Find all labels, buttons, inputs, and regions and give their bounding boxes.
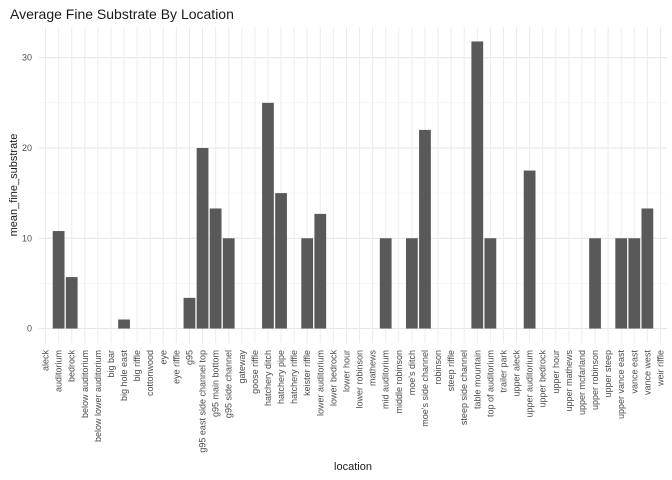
y-tick-label: 0 <box>27 324 32 334</box>
x-tick-label: lower auditorium <box>315 350 325 416</box>
x-tick-label: big riffle <box>132 350 142 381</box>
bar-29 <box>405 238 418 329</box>
x-tick-label: gateway <box>237 350 247 384</box>
x-tick-label: hatchery ditch <box>263 350 273 406</box>
x-tick-label: keister riffle <box>302 350 312 396</box>
x-tick-label: table mountain <box>472 350 482 409</box>
x-tick-label: g95 east side channel top <box>198 350 208 453</box>
x-tick-label: lower robinson <box>355 350 365 409</box>
x-tick-label: bedrock <box>67 350 77 383</box>
x-tick-label: moe's ditch <box>407 350 417 395</box>
bar-7 <box>118 319 130 329</box>
chart-title: Average Fine Substrate By Location <box>10 6 234 22</box>
x-axis-title: location <box>334 461 372 473</box>
x-tick-label: vance east <box>629 350 639 394</box>
bar-2 <box>52 231 65 329</box>
bar-19 <box>275 193 287 329</box>
bar-12 <box>183 297 196 329</box>
bar-3 <box>65 277 78 329</box>
y-axis-title: mean_fine_substrate <box>8 134 20 237</box>
x-tick-label: upper mathews <box>564 350 574 412</box>
bar-45 <box>615 238 628 329</box>
bar-35 <box>484 238 497 329</box>
x-tick-label: big bar <box>106 350 116 378</box>
y-tick-label: 30 <box>22 53 32 63</box>
bar-43 <box>589 238 601 329</box>
x-tick-label: g95 <box>184 350 194 365</box>
x-tick-label: cottonwood <box>145 350 155 396</box>
x-tick-label: hatchery riffle <box>289 350 299 404</box>
x-tick-label: robinson <box>433 350 443 385</box>
bar-21 <box>301 238 314 329</box>
bar-14 <box>209 208 222 329</box>
x-tick-label: lower bedrock <box>328 350 338 407</box>
x-tick-label: below auditorium <box>80 350 90 418</box>
x-tick-label: g95 main bottom <box>211 350 221 417</box>
x-tick-label: big hole east <box>119 350 129 402</box>
x-tick-label: upper mcfarland <box>577 350 587 415</box>
x-tick-label: steep riffle <box>446 350 456 391</box>
bar-34 <box>471 41 484 329</box>
x-tick-label: upper bedrock <box>538 350 548 408</box>
x-tick-label: steep side channel <box>459 350 469 425</box>
bar-46 <box>628 238 641 329</box>
x-tick-label: middle robinson <box>394 350 404 414</box>
x-tick-label: g95 side channel <box>224 350 234 418</box>
x-tick-label: upper auditorium <box>525 350 535 418</box>
x-tick-label: upper robinson <box>590 350 600 410</box>
x-tick-label: trailer park <box>498 350 508 393</box>
bar-27 <box>379 238 392 329</box>
bar-22 <box>314 213 327 329</box>
x-tick-label: auditorium <box>54 350 64 392</box>
bar-18 <box>262 102 274 329</box>
x-tick-label: goose riffle <box>250 350 260 394</box>
x-tick-label: eye riffle <box>171 350 181 384</box>
x-tick-label: weir riffle <box>655 350 665 387</box>
y-tick-label: 20 <box>22 143 32 153</box>
x-tick-label: eye <box>158 350 168 365</box>
bar-38 <box>523 170 536 329</box>
x-tick-label: moe's side channel <box>420 350 430 427</box>
x-tick-label: lower hour <box>341 350 351 392</box>
x-tick-label: vance west <box>642 350 652 396</box>
bar-30 <box>419 129 431 329</box>
y-tick-label: 10 <box>22 233 32 243</box>
x-tick-label: below lower auditorium <box>93 350 103 442</box>
x-tick-label: upper hour <box>551 350 561 394</box>
x-tick-label: mid auditorium <box>381 350 391 409</box>
x-tick-label: hatchery pipe <box>276 350 286 404</box>
x-tick-label: top of auditorium <box>485 350 495 417</box>
bar-13 <box>196 147 209 329</box>
x-tick-label: mathews <box>368 350 378 387</box>
x-tick-label: upper vance east <box>616 350 626 420</box>
x-tick-label: upper steep <box>603 350 613 398</box>
bar-15 <box>222 238 235 329</box>
x-tick-label: aleck <box>41 350 51 372</box>
bar-47 <box>641 208 654 329</box>
x-tick-label: upper aleck <box>512 350 522 397</box>
